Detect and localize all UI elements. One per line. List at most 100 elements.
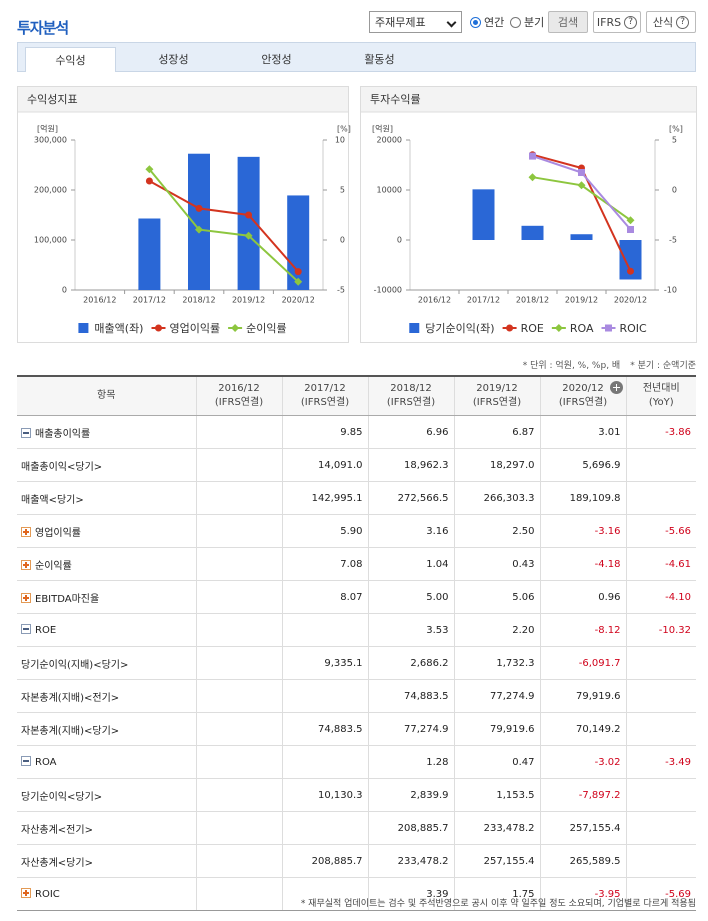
value-cell: 265,589.5 bbox=[539, 844, 626, 878]
tab[interactable]: 활동성 bbox=[364, 53, 395, 66]
row-label: EBITDA마진율 bbox=[35, 593, 100, 605]
value-cell: 5.00 bbox=[367, 580, 454, 614]
value-cell: 3.16 bbox=[367, 514, 454, 548]
row-label: 매출액<당기> bbox=[21, 494, 84, 506]
statement-select[interactable]: 주재무제표 bbox=[369, 11, 462, 33]
y-tick-label: 0 bbox=[62, 286, 67, 295]
line-point bbox=[245, 211, 253, 219]
value-cell: 3.53 bbox=[367, 613, 454, 647]
row-label: ROE bbox=[35, 625, 57, 636]
tab[interactable]: 수익성 bbox=[25, 47, 116, 72]
value-cell: 189,109.8 bbox=[539, 481, 626, 515]
value-cell bbox=[195, 646, 282, 680]
line-point bbox=[578, 169, 585, 176]
legend-item: ROIC bbox=[601, 322, 647, 335]
value-cell: 1.28 bbox=[367, 745, 454, 779]
x-tick-label: 2017/12 bbox=[133, 296, 166, 305]
y2-axis-label: [%] bbox=[337, 125, 351, 134]
row-label-cell: ROIC bbox=[17, 877, 196, 911]
row-label-cell: EBITDA마진율 bbox=[17, 580, 196, 614]
help-icon: ? bbox=[624, 15, 638, 29]
value-cell: 74,883.5 bbox=[367, 679, 454, 713]
table-row: 자본총계(지배)<전기> 74,883.5 77,274.9 79,919.6 bbox=[17, 679, 696, 713]
row-label: 자산총계<당기> bbox=[21, 857, 93, 869]
row-label: 순이익률 bbox=[35, 560, 72, 572]
header-text: (IFRS연결) bbox=[472, 397, 522, 408]
value-cell: -5.69 bbox=[625, 877, 696, 911]
row-label: 자산총계<전기> bbox=[21, 824, 93, 836]
value-cell bbox=[195, 712, 282, 746]
formula-button[interactable]: 산식? bbox=[646, 11, 696, 33]
expand-columns[interactable] bbox=[609, 381, 623, 394]
column-header: 2018/12 (IFRS연결) bbox=[367, 375, 454, 416]
radio-annual[interactable]: 연간 bbox=[470, 14, 504, 30]
radio-quarter[interactable]: 분기 bbox=[510, 14, 544, 30]
ifrs-button[interactable]: IFRS? bbox=[593, 11, 641, 33]
header-text: 항목 bbox=[97, 390, 116, 401]
value-cell: 2,686.2 bbox=[367, 646, 454, 680]
line-point bbox=[506, 324, 514, 332]
legend-item: ROE bbox=[502, 322, 544, 335]
legend-label: 순이익률 bbox=[246, 322, 286, 335]
row-toggle[interactable] bbox=[21, 427, 31, 438]
value-cell bbox=[195, 547, 282, 581]
button-label: IFRS bbox=[596, 15, 622, 29]
value-cell: 266,303.3 bbox=[453, 481, 540, 515]
legend-label: ROE bbox=[521, 322, 544, 335]
row-label: ROIC bbox=[35, 889, 60, 900]
value-cell bbox=[625, 448, 696, 482]
y-tick-label: 10000 bbox=[377, 186, 402, 195]
table-row: 순이익률 7.08 1.04 0.43 -4.18 -4.61 bbox=[17, 547, 696, 581]
value-cell: 5.90 bbox=[281, 514, 368, 548]
value-cell bbox=[625, 679, 696, 713]
value-cell: 2.50 bbox=[453, 514, 540, 548]
row-toggle[interactable] bbox=[21, 559, 31, 570]
row-label: 매출총이익<당기> bbox=[21, 461, 103, 473]
line-point bbox=[145, 165, 154, 174]
value-cell: -5.66 bbox=[625, 514, 696, 548]
legend: 당기순이익(좌) ROE ROA ROIC bbox=[409, 322, 647, 335]
value-cell bbox=[195, 877, 282, 911]
value-cell: -4.61 bbox=[625, 547, 696, 581]
tab[interactable]: 안정성 bbox=[261, 53, 292, 66]
table-row: 자산총계<당기> 208,885.7 233,478.2 257,155.4 265,5… bbox=[17, 844, 696, 878]
table-row: EBITDA마진율 8.07 5.00 5.06 0.96 -4.10 bbox=[17, 580, 696, 614]
row-label: ROA bbox=[35, 757, 57, 768]
x-tick-label: 2020/12 bbox=[282, 296, 315, 305]
column-header: 2016/12 (IFRS연결) bbox=[195, 375, 282, 416]
legend-item: 영업이익률 bbox=[151, 322, 220, 335]
legend-label: 매출액(좌) bbox=[94, 322, 143, 335]
search-button[interactable]: 검색 bbox=[548, 11, 588, 33]
row-toggle[interactable] bbox=[21, 624, 31, 634]
row-label-cell: 자본총계(지배)<당기> bbox=[17, 712, 196, 746]
value-cell: 9.85 bbox=[281, 415, 368, 449]
line bbox=[148, 168, 299, 283]
panel-header bbox=[18, 87, 348, 112]
table-row: ROA 1.28 0.47 -3.02 -3.49 bbox=[17, 745, 696, 779]
value-cell: -10.32 bbox=[625, 613, 696, 647]
y2-tick-label: -5 bbox=[669, 236, 677, 245]
row-toggle[interactable] bbox=[21, 888, 31, 898]
value-cell: 257,155.4 bbox=[539, 811, 626, 845]
row-toggle[interactable] bbox=[21, 756, 31, 766]
header-text: (YoY) bbox=[648, 397, 674, 408]
y2-tick-label: 0 bbox=[340, 236, 345, 245]
radio-label: 분기 bbox=[524, 16, 545, 29]
row-label: 당기순이익<당기> bbox=[21, 791, 103, 803]
value-cell: 3.01 bbox=[539, 415, 626, 449]
y2-tick-label: -5 bbox=[337, 286, 345, 295]
line-point bbox=[145, 177, 153, 185]
value-cell bbox=[195, 514, 282, 548]
value-cell bbox=[281, 811, 368, 845]
table-row: 영업이익률 5.90 3.16 2.50 -3.16 -5.66 bbox=[17, 514, 696, 548]
line-point bbox=[529, 152, 536, 160]
header-text: (IFRS연결) bbox=[386, 397, 436, 408]
row-toggle[interactable] bbox=[21, 526, 31, 537]
value-cell bbox=[195, 679, 282, 713]
tab[interactable]: 성장성 bbox=[158, 53, 189, 66]
row-toggle[interactable] bbox=[21, 592, 31, 603]
header-text: 2019/12 bbox=[476, 383, 518, 394]
table-row: 매출총이익<당기> 14,091.0 18,962.3 18,297.0 5,696.9 bbox=[17, 448, 696, 482]
line-point bbox=[554, 324, 563, 332]
value-cell bbox=[625, 646, 696, 680]
